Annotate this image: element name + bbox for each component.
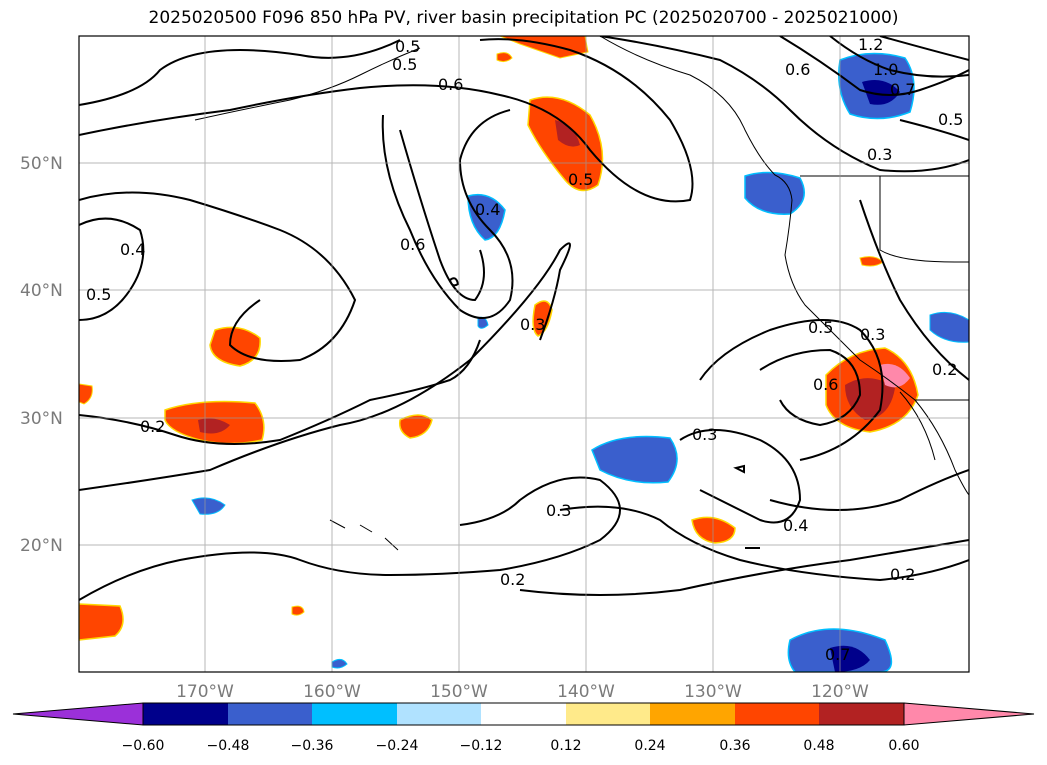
colorbar-tick: 0.36 (719, 738, 750, 754)
colorbar-tick: −0.60 (122, 738, 165, 754)
contour-label: 0.4 (120, 240, 145, 259)
lon-label: 130°W (684, 682, 742, 702)
longitude-labels: 170°W 160°W 150°W 140°W 130°W 120°W (176, 682, 869, 702)
colorbar-segment (143, 703, 228, 725)
colorbar-segment (481, 703, 566, 725)
contour-label: 0.2 (140, 417, 165, 436)
lon-label: 150°W (430, 682, 488, 702)
colorbar-segment (903, 702, 1035, 726)
colorbar-tick: 0.48 (803, 738, 834, 754)
contour-label: 0.7 (825, 645, 850, 664)
colorbar-tick: −0.48 (207, 738, 250, 754)
contour-label: 1.0 (873, 60, 898, 79)
contour-label: 0.2 (500, 570, 525, 589)
contour-label: 0.7 (890, 80, 915, 99)
contour-label: 0.5 (395, 37, 420, 56)
colorbar-ticks: −0.60 −0.48 −0.36 −0.24 −0.12 0.12 0.24 … (122, 738, 920, 754)
colorbar-tick: 0.60 (888, 738, 919, 754)
contour-label: 0.6 (438, 75, 463, 94)
colorbar-tick: −0.24 (376, 738, 419, 754)
colorbar-segment (650, 703, 735, 725)
contour-label: 0.3 (520, 315, 545, 334)
contour-label: 0.3 (867, 145, 892, 164)
contour-label: 1.2 (858, 35, 883, 54)
lat-label: 30°N (20, 409, 63, 429)
lon-label: 140°W (557, 682, 615, 702)
contour-label: 0.3 (692, 425, 717, 444)
contour-label: 0.5 (938, 110, 963, 129)
contour-label: 0.6 (785, 60, 810, 79)
contour-label: 0.5 (86, 285, 111, 304)
lat-label: 40°N (20, 281, 63, 301)
contour-label: 0.4 (783, 516, 808, 535)
colorbar-segment (735, 703, 819, 725)
lon-label: 160°W (303, 682, 361, 702)
pv-contours (79, 36, 969, 601)
coastlines (194, 36, 969, 551)
contour-label: 0.5 (808, 318, 833, 337)
lat-label: 50°N (20, 154, 63, 174)
colorbar-segment (566, 703, 650, 725)
lon-label: 120°W (811, 682, 869, 702)
map-title: 2025020500 F096 850 hPa PV, river basin … (148, 8, 899, 28)
map-area: 0.5 0.6 0.5 1.2 1.0 0.7 0.5 0.6 0.3 0.4 … (79, 35, 969, 672)
contour-label: 0.6 (400, 235, 425, 254)
contour-label: 0.5 (568, 170, 593, 189)
contour-labels: 0.5 0.6 0.5 1.2 1.0 0.7 0.5 0.6 0.3 0.4 … (86, 35, 963, 664)
colorbar: −0.60 −0.48 −0.36 −0.24 −0.12 0.12 0.24 … (12, 702, 1035, 754)
graticule (79, 36, 969, 672)
colorbar-tick: −0.36 (291, 738, 334, 754)
colorbar-segment (819, 703, 904, 725)
map-frame (78, 35, 970, 673)
contour-label: 0.3 (546, 501, 571, 520)
contour-label: 0.6 (813, 375, 838, 394)
contour-label: 0.2 (932, 360, 957, 379)
colorbar-segment (312, 703, 397, 725)
colorbar-tick: −0.12 (460, 738, 503, 754)
contour-label: 0.4 (475, 200, 500, 219)
colorbar-segment (12, 702, 144, 726)
colorbar-segment (397, 703, 481, 725)
contour-label: 0.2 (890, 565, 915, 584)
contour-label: 0.3 (860, 325, 885, 344)
lat-label: 20°N (20, 536, 63, 556)
colorbar-tick: 0.24 (634, 738, 665, 754)
contour-label: 0.5 (392, 55, 417, 74)
colorbar-segment (228, 703, 312, 725)
lon-label: 170°W (176, 682, 234, 702)
latitude-labels: 50°N 40°N 30°N 20°N (20, 154, 63, 556)
colorbar-tick: 0.12 (550, 738, 581, 754)
